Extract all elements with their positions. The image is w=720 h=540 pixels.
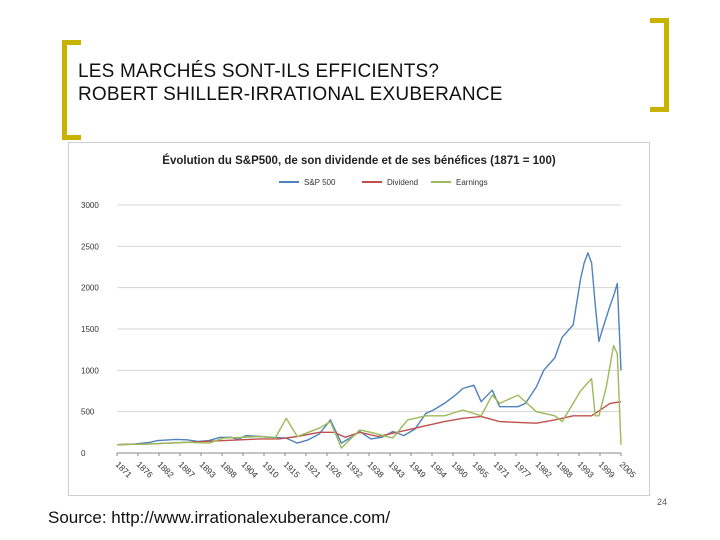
x-tick-label: 1910: [261, 459, 282, 480]
x-tick-label: 1876: [135, 459, 156, 480]
x-tick-label: 1904: [240, 459, 261, 480]
legend-label: S&P 500: [304, 178, 336, 187]
x-tick-label: 1898: [219, 459, 240, 480]
y-tick-label: 3000: [81, 201, 99, 210]
x-tick-label: 1999: [597, 459, 618, 480]
page-number: 24: [657, 497, 668, 507]
x-tick-label: 1938: [366, 459, 387, 480]
slide-title-line-1: LES MARCHÉS SONT-ILS EFFICIENTS?: [78, 61, 440, 82]
x-tick-label: 1915: [282, 459, 303, 480]
slide-title-line-2: ROBERT SHILLER-IRRATIONAL EXUBERANCE: [78, 84, 503, 105]
series-line-earnings: [116, 344, 622, 449]
left-bracket-decoration: [62, 40, 81, 140]
x-tick-label: 1921: [303, 459, 324, 480]
y-tick-label: 2500: [81, 242, 99, 251]
y-tick-label: 1500: [81, 325, 99, 334]
x-tick-label: 1954: [429, 459, 450, 480]
chart-gridlines: [117, 204, 621, 454]
y-tick-label: 1000: [81, 366, 99, 375]
slide-title: LES MARCHÉS SONT-ILS EFFICIENTS? ROBERT …: [78, 60, 503, 106]
x-tick-label: 1893: [198, 459, 219, 480]
y-tick-label: 500: [81, 408, 95, 417]
x-tick-label: 1993: [576, 459, 597, 480]
source-caption: Source: http://www.irrationalexuberance.…: [48, 508, 391, 527]
plot-area: [116, 252, 622, 449]
x-tick-label: 1887: [177, 459, 198, 480]
x-tick-label: 1926: [324, 459, 345, 480]
x-tick-label: 1965: [471, 459, 492, 480]
x-tick-label: 1977: [513, 459, 534, 480]
right-bracket-decoration: [650, 18, 669, 112]
chart: Évolution du S&P500, de son dividende et…: [81, 154, 639, 480]
x-tick-label: 1943: [387, 459, 408, 480]
chart-frame: Évolution du S&P500, de son dividende et…: [68, 142, 650, 496]
legend-label: Dividend: [387, 178, 418, 187]
chart-legend: S&P 500 Dividend Earnings: [279, 178, 488, 187]
x-tick-label: 1949: [408, 459, 429, 480]
x-tick-label: 1871: [114, 459, 135, 480]
series-line-s-p-500: [116, 252, 622, 446]
x-tick-label: 2005: [618, 459, 639, 480]
x-tick-label: 1982: [534, 459, 555, 480]
y-tick-label: 2000: [81, 284, 99, 293]
legend-label: Earnings: [456, 178, 488, 187]
x-axis: 1871 1876 1882 1887 1893 1898 1904 1910 1915 1921…: [114, 452, 639, 480]
y-tick-label: 0: [81, 449, 86, 458]
x-tick-label: 1960: [450, 459, 471, 480]
y-axis: 0 500 1000 1500 2000 2500 3000: [81, 201, 99, 458]
x-tick-label: 1971: [492, 459, 513, 480]
x-tick-label: 1882: [156, 459, 177, 480]
x-tick-label: 1932: [345, 459, 366, 480]
chart-title: Évolution du S&P500, de son dividende et…: [162, 154, 556, 167]
x-tick-label: 1988: [555, 459, 576, 480]
series-line-dividend: [116, 401, 622, 446]
